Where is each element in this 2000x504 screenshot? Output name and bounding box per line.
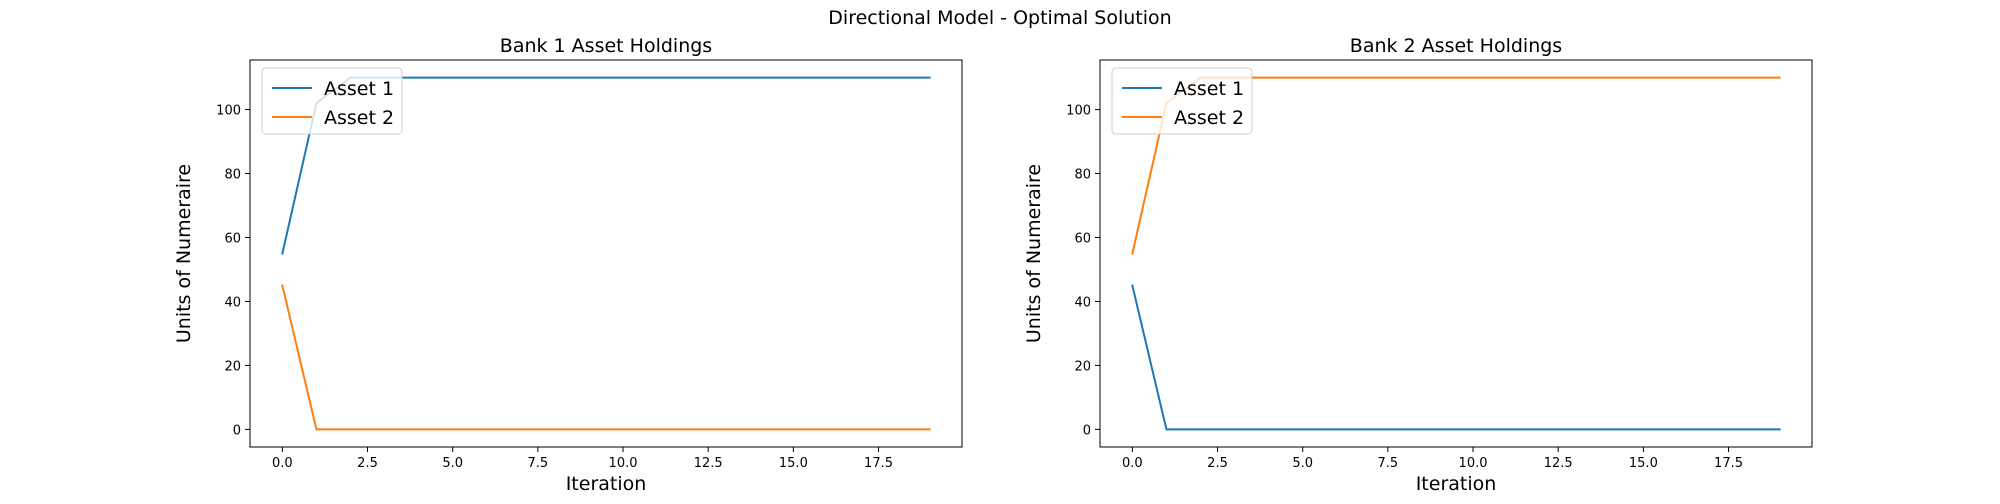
bank-1-xtick-label: 15.0 bbox=[779, 456, 808, 471]
bank-1-xtick-label: 0.0 bbox=[272, 456, 293, 471]
bank-1-xtick-label: 10.0 bbox=[609, 456, 638, 471]
bank-1-legend-label: Asset 1 bbox=[324, 78, 394, 100]
bank-1-ytick-label: 0 bbox=[233, 423, 241, 438]
bank-2-xtick-label: 2.5 bbox=[1207, 456, 1228, 471]
bank-2-plot-frame bbox=[1099, 59, 1813, 448]
bank-1-xtick-label: 5.0 bbox=[442, 456, 463, 471]
bank-1-xlabel: Iteration bbox=[566, 473, 647, 495]
bank-2-xtick-label: 12.5 bbox=[1544, 456, 1573, 471]
bank-2-axes: Bank 2 Asset Holdings Iteration Units of… bbox=[1023, 35, 1813, 495]
bank-2-xtick-label: 5.0 bbox=[1292, 456, 1313, 471]
bank-2-ylabel: Units of Numeraire bbox=[1023, 164, 1045, 343]
bank-1-xtick-label: 17.5 bbox=[864, 456, 893, 471]
bank-1-ytick-label: 80 bbox=[224, 168, 241, 183]
bank-2-title: Bank 2 Asset Holdings bbox=[1350, 35, 1562, 57]
bank-2-xtick-label: 15.0 bbox=[1629, 456, 1658, 471]
bank-1-legend-label: Asset 2 bbox=[324, 107, 394, 129]
bank-1-ylabel: Units of Numeraire bbox=[173, 164, 195, 343]
figure-suptitle: Directional Model - Optimal Solution bbox=[828, 7, 1171, 29]
bank-1-ytick-label: 60 bbox=[224, 232, 241, 247]
bank-1-series-asset-2 bbox=[281, 284, 931, 431]
bank-2-xtick-label: 0.0 bbox=[1122, 456, 1143, 471]
bank-2-ytick-label: 40 bbox=[1074, 295, 1091, 310]
bank-2-legend-label: Asset 2 bbox=[1174, 107, 1244, 129]
bank-1-ytick-label: 100 bbox=[216, 104, 241, 119]
bank-2-xtick-label: 7.5 bbox=[1378, 456, 1399, 471]
bank-2-xlabel: Iteration bbox=[1416, 473, 1497, 495]
bank-2-ytick-label: 60 bbox=[1074, 232, 1091, 247]
bank-1-ytick-label: 20 bbox=[224, 359, 241, 374]
bank-2-ytick-label: 0 bbox=[1083, 423, 1091, 438]
bank-1-xtick-label: 2.5 bbox=[357, 456, 378, 471]
bank-1-axes: Bank 1 Asset Holdings Iteration Units of… bbox=[173, 35, 963, 495]
bank-2-ytick-label: 80 bbox=[1074, 168, 1091, 183]
bank-1-title: Bank 1 Asset Holdings bbox=[500, 35, 712, 57]
bank-1-xtick-label: 12.5 bbox=[694, 456, 723, 471]
bank-1-ytick-label: 40 bbox=[224, 295, 241, 310]
bank-2-xtick-label: 17.5 bbox=[1714, 456, 1743, 471]
bank-2-legend-label: Asset 1 bbox=[1174, 78, 1244, 100]
bank-1-xtick-label: 7.5 bbox=[528, 456, 549, 471]
bank-1-plot-frame bbox=[249, 59, 963, 448]
bank-2-ytick-label: 100 bbox=[1066, 104, 1091, 119]
bank-2-xtick-label: 10.0 bbox=[1459, 456, 1488, 471]
bank-2-ytick-label: 20 bbox=[1074, 359, 1091, 374]
bank-2-series-asset-1 bbox=[1131, 284, 1781, 431]
